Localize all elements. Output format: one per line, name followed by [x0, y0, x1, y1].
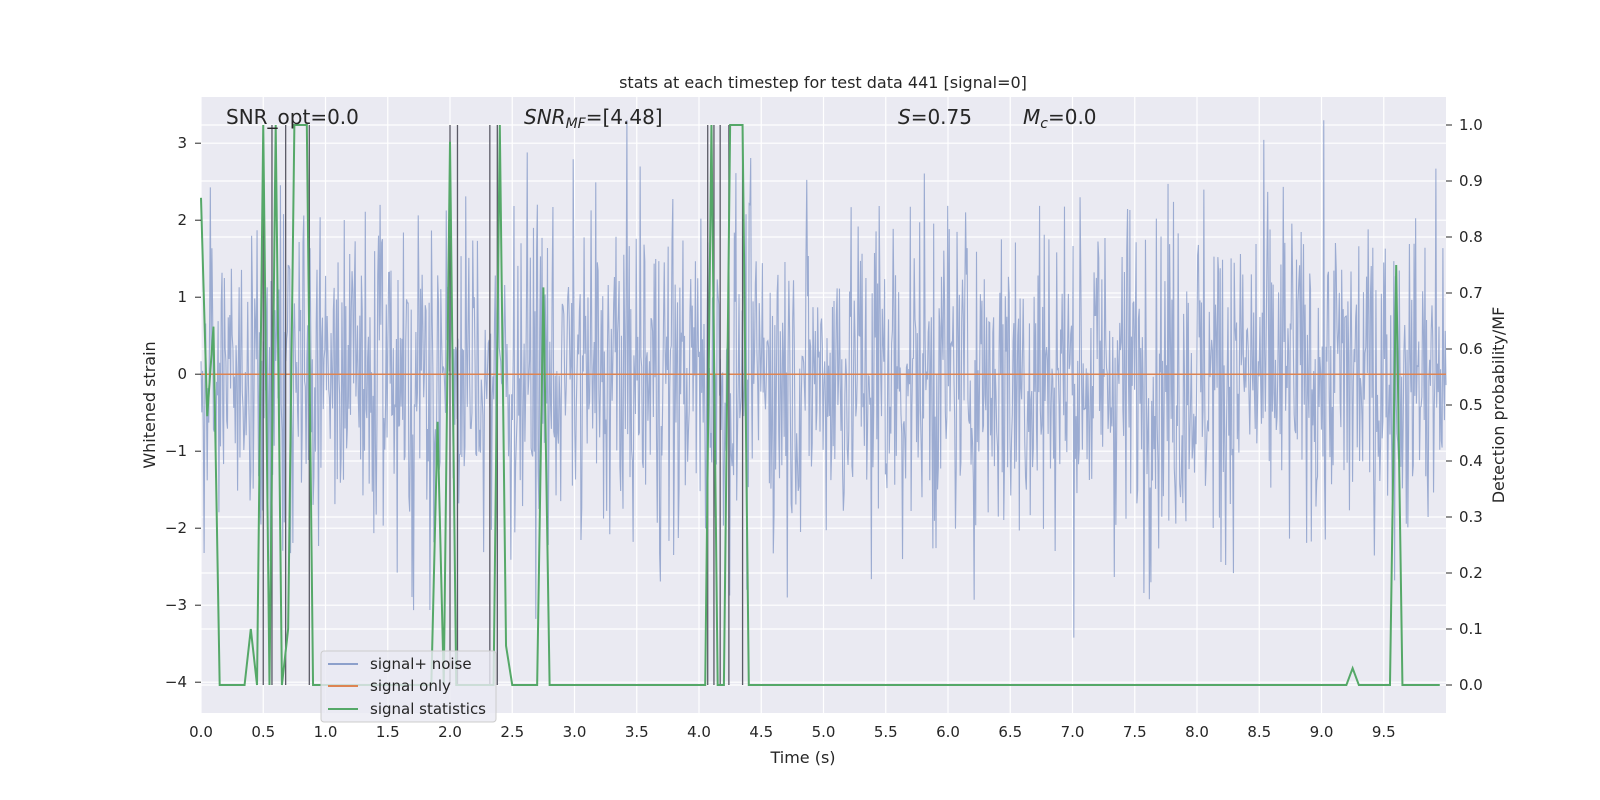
y2-tick-label: 1.0	[1459, 116, 1483, 134]
legend-label-noise: signal+ noise	[370, 655, 472, 673]
y2-tick-label: 0.9	[1459, 172, 1483, 190]
y2-tick-label: 0.3	[1459, 508, 1483, 526]
x-tick-label: 5.0	[812, 723, 836, 741]
y-tick-label: −3	[165, 596, 187, 614]
x-tick-label: 2.5	[500, 723, 524, 741]
y-axis-ticks: −4 −3 −2 −1 0 1 2 3	[165, 134, 201, 691]
y2-axis-ticks: 0.0 0.1 0.2 0.3 0.4 0.5 0.6 0.7 0.8 0.9 1.0	[1446, 116, 1483, 694]
x-tick-label: 8.0	[1185, 723, 1209, 741]
annotation-snr-mf: SNRMF=[4.48]	[524, 105, 663, 132]
y-tick-label: 0	[177, 365, 187, 383]
y-tick-label: −2	[165, 519, 187, 537]
y2-tick-label: 0.2	[1459, 564, 1483, 582]
mc-prefix: M	[1023, 105, 1040, 129]
x-tick-label: 4.0	[687, 723, 711, 741]
y-tick-label: −1	[165, 442, 187, 460]
x-tick-label: 1.5	[376, 723, 400, 741]
noise-line	[200, 120, 1447, 638]
y-tick-label: −4	[165, 673, 187, 691]
legend-box	[320, 650, 497, 723]
x-tick-label: 8.5	[1247, 723, 1271, 741]
x-tick-label: 2.0	[438, 723, 462, 741]
y-axis-label: Whitened strain	[140, 341, 159, 468]
noise-series	[200, 120, 1447, 638]
x-tick-label: 1.0	[314, 723, 338, 741]
x-tick-label: 9.5	[1372, 723, 1396, 741]
x-tick-label: 6.5	[998, 723, 1022, 741]
y2-tick-label: 0.6	[1459, 340, 1483, 358]
s-value: =0.75	[911, 105, 972, 129]
y2-tick-label: 0.8	[1459, 228, 1483, 246]
x-tick-label: 3.0	[563, 723, 587, 741]
y2-axis-label: Detection probability/MF	[1489, 307, 1508, 504]
annotation-snr-opt: SNR_opt=0.0	[226, 105, 359, 129]
x-tick-label: 7.5	[1123, 723, 1147, 741]
y-tick-label: 2	[177, 211, 187, 229]
legend: signal+ noise signal only signal statist…	[320, 650, 497, 723]
x-tick-label: 0.5	[251, 723, 275, 741]
y2-tick-label: 0.0	[1459, 676, 1483, 694]
x-axis-ticks: 0.0 0.5 1.0 1.5 2.0 2.5 3.0 3.5 4.0 4.5 5.0 5.5 6.0 6…	[189, 723, 1396, 741]
annotation-s: S=0.75	[898, 105, 972, 129]
mc-subscript: c	[1040, 116, 1048, 132]
snr-mf-value: =[4.48]	[586, 105, 663, 129]
chart-title: stats at each timestep for test data 441…	[619, 73, 1027, 92]
y2-tick-label: 0.4	[1459, 452, 1483, 470]
grid-lines	[200, 97, 1446, 713]
x-axis-label: Time (s)	[769, 748, 835, 767]
y2-tick-label: 0.1	[1459, 620, 1483, 638]
y-tick-label: 1	[177, 288, 187, 306]
x-tick-label: 3.5	[625, 723, 649, 741]
y2-tick-label: 0.5	[1459, 396, 1483, 414]
snr-mf-subscript: MF	[566, 116, 587, 132]
legend-label-statistics: signal statistics	[370, 700, 486, 718]
x-tick-label: 6.0	[936, 723, 960, 741]
x-tick-label: 5.5	[874, 723, 898, 741]
annotation-mc: Mc=0.0	[1023, 105, 1097, 132]
x-tick-label: 0.0	[189, 723, 213, 741]
y-tick-label: 3	[177, 134, 187, 152]
s-prefix: S	[898, 105, 911, 129]
x-tick-label: 9.0	[1310, 723, 1334, 741]
x-tick-label: 4.5	[749, 723, 773, 741]
snr-mf-prefix: SNR	[524, 105, 566, 129]
y2-tick-label: 0.7	[1459, 284, 1483, 302]
legend-label-signal-only: signal only	[370, 677, 451, 695]
x-tick-label: 7.0	[1061, 723, 1085, 741]
mc-value: =0.0	[1048, 105, 1097, 129]
